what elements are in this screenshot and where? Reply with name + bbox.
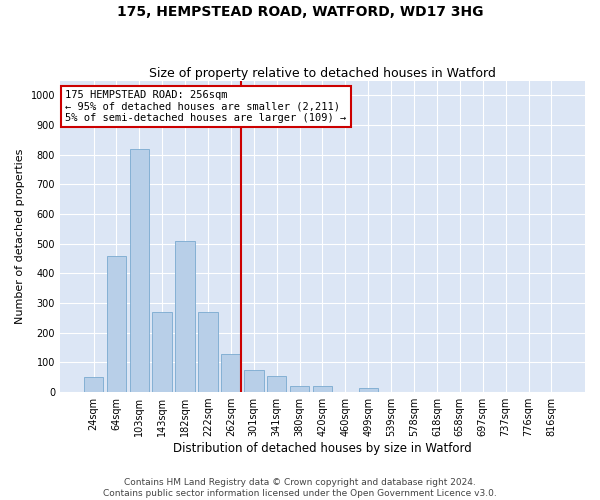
Bar xyxy=(175,241,195,392)
Bar xyxy=(290,386,309,392)
Bar xyxy=(84,378,103,392)
Text: Contains HM Land Registry data © Crown copyright and database right 2024.
Contai: Contains HM Land Registry data © Crown c… xyxy=(103,478,497,498)
Bar xyxy=(152,312,172,392)
Bar xyxy=(359,388,378,392)
Bar xyxy=(244,370,263,392)
Bar xyxy=(107,256,126,392)
Y-axis label: Number of detached properties: Number of detached properties xyxy=(15,148,25,324)
Title: Size of property relative to detached houses in Watford: Size of property relative to detached ho… xyxy=(149,66,496,80)
Bar xyxy=(267,376,286,392)
X-axis label: Distribution of detached houses by size in Watford: Distribution of detached houses by size … xyxy=(173,442,472,455)
Bar xyxy=(221,354,241,392)
Bar xyxy=(198,312,218,392)
Text: 175, HEMPSTEAD ROAD, WATFORD, WD17 3HG: 175, HEMPSTEAD ROAD, WATFORD, WD17 3HG xyxy=(117,5,483,19)
Bar xyxy=(130,149,149,392)
Text: 175 HEMPSTEAD ROAD: 256sqm
← 95% of detached houses are smaller (2,211)
5% of se: 175 HEMPSTEAD ROAD: 256sqm ← 95% of deta… xyxy=(65,90,346,123)
Bar xyxy=(313,386,332,392)
